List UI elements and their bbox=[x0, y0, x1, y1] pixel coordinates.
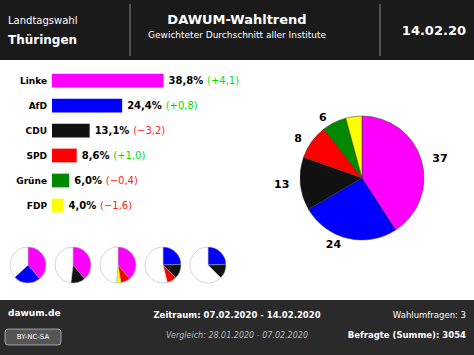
svg-text:37: 37 bbox=[432, 152, 447, 165]
svg-text:(+4,1): (+4,1) bbox=[207, 75, 239, 86]
svg-text:(−3,2): (−3,2) bbox=[133, 125, 165, 136]
svg-text:Vergleich: 28.01.2020 - 07.02.: Vergleich: 28.01.2020 - 07.02.2020 bbox=[166, 331, 308, 340]
svg-text:13,1%: 13,1% bbox=[95, 125, 130, 136]
svg-text:(−0,4): (−0,4) bbox=[106, 175, 138, 186]
svg-text:6: 6 bbox=[319, 111, 327, 124]
svg-text:FDP: FDP bbox=[27, 201, 48, 211]
svg-text:dawum.de: dawum.de bbox=[8, 308, 61, 318]
svg-text:CDU: CDU bbox=[26, 126, 47, 136]
svg-text:BY-NC-SA: BY-NC-SA bbox=[17, 333, 50, 341]
svg-text:4,0%: 4,0% bbox=[69, 200, 97, 211]
svg-text:24,4%: 24,4% bbox=[127, 100, 162, 111]
svg-text:24: 24 bbox=[326, 238, 342, 251]
svg-text:DAWUM-Wahltrend: DAWUM-Wahltrend bbox=[167, 12, 306, 27]
svg-text:14.02.20: 14.02.20 bbox=[402, 23, 466, 38]
svg-text:38,8%: 38,8% bbox=[169, 75, 204, 86]
svg-text:8: 8 bbox=[294, 132, 302, 145]
svg-text:(+1,0): (+1,0) bbox=[113, 150, 145, 161]
svg-text:Thüringen: Thüringen bbox=[8, 33, 77, 47]
svg-text:Linke: Linke bbox=[20, 76, 47, 86]
svg-text:Zeitraum: 07.02.2020 - 14.02.2: Zeitraum: 07.02.2020 - 14.02.2020 bbox=[153, 310, 320, 320]
svg-text:Befragte (Summe): 3054: Befragte (Summe): 3054 bbox=[348, 330, 466, 340]
svg-text:Wahlumfragen: 3: Wahlumfragen: 3 bbox=[393, 310, 466, 320]
svg-text:AfD: AfD bbox=[29, 101, 47, 111]
svg-text:Gewichteter Durchschnitt aller: Gewichteter Durchschnitt aller Institute bbox=[148, 30, 326, 40]
svg-text:Grüne: Grüne bbox=[16, 176, 47, 186]
svg-text:SPD: SPD bbox=[26, 151, 47, 161]
svg-text:(−1,6): (−1,6) bbox=[100, 200, 132, 211]
svg-text:Landtagswahl: Landtagswahl bbox=[8, 15, 77, 26]
svg-text:(+0,8): (+0,8) bbox=[166, 100, 198, 111]
svg-text:8,6%: 8,6% bbox=[82, 150, 110, 161]
svg-text:13: 13 bbox=[274, 178, 289, 191]
svg-text:6,0%: 6,0% bbox=[74, 175, 102, 186]
